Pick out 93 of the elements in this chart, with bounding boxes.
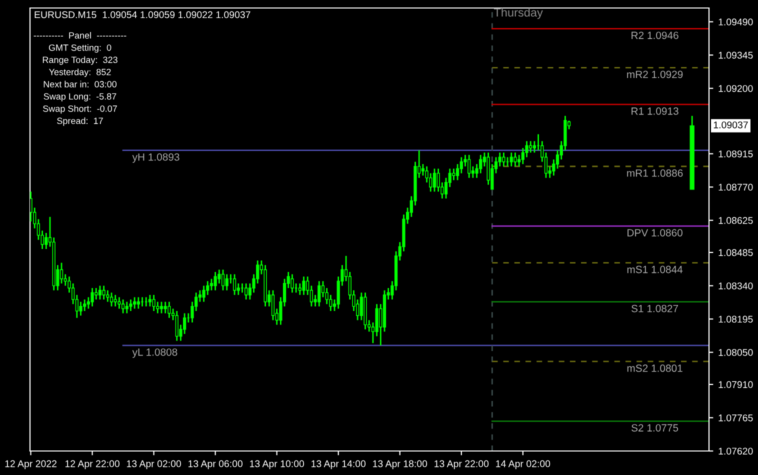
candlestick bbox=[498, 152, 502, 168]
annotation: GMT Setting: 0 bbox=[48, 44, 112, 53]
ref-line-label: S2 1.0775 bbox=[632, 424, 678, 432]
candlestick bbox=[552, 158, 556, 176]
y-tick-label: 1.07765 bbox=[718, 414, 753, 422]
candlestick bbox=[175, 310, 178, 342]
ref-line-label: yL 1.0808 bbox=[132, 348, 178, 358]
candlestick bbox=[318, 280, 321, 308]
candlestick bbox=[129, 298, 132, 312]
candlestick bbox=[486, 152, 490, 186]
ref-line-label: R2 1.0946 bbox=[632, 32, 678, 40]
candlestick bbox=[202, 285, 206, 302]
x-tick-label: 13 Apr 14:00 bbox=[312, 460, 366, 470]
y-tick-label: 1.08625 bbox=[718, 217, 753, 224]
candlestick bbox=[133, 296, 136, 310]
ref-line-label: mR2 1.0929 bbox=[627, 70, 683, 78]
y-tick-label: 1.08340 bbox=[718, 282, 753, 290]
candlestick bbox=[110, 292, 114, 308]
candlestick bbox=[302, 276, 306, 296]
candlestick bbox=[102, 285, 106, 300]
candlestick bbox=[79, 301, 82, 316]
annotation: Yesterday: 852 bbox=[48, 68, 111, 78]
candlestick bbox=[125, 301, 128, 314]
candlestick bbox=[98, 285, 102, 300]
y-tick-label: 1.08915 bbox=[718, 150, 753, 158]
ref-line-label: Thursday bbox=[494, 8, 543, 20]
y-tick-label: 1.09200 bbox=[718, 85, 753, 92]
candlestick bbox=[225, 274, 228, 292]
candlestick bbox=[44, 232, 48, 250]
candlestick bbox=[118, 296, 121, 310]
candlestick bbox=[168, 301, 171, 319]
candlestick bbox=[452, 168, 456, 181]
candlestick bbox=[214, 271, 217, 292]
annotation: ---------- Panel ---------- bbox=[34, 32, 126, 39]
candlestick bbox=[148, 294, 152, 308]
candlestick bbox=[60, 262, 64, 284]
candlestick bbox=[236, 282, 240, 296]
candlestick bbox=[106, 290, 110, 302]
candlestick bbox=[221, 268, 225, 292]
ref-line-label: S1 1.0827 bbox=[632, 304, 678, 312]
y-tick-label: 1.08485 bbox=[718, 249, 753, 256]
annotation: Range Today: 323 bbox=[42, 56, 118, 65]
candlestick bbox=[529, 140, 532, 154]
annotation: Swap Long: -5.87 bbox=[44, 93, 116, 102]
candlestick bbox=[90, 287, 94, 308]
text: 1.09037 bbox=[714, 121, 748, 128]
ref-line-label: mS2 1.0801 bbox=[627, 364, 682, 372]
annotation: Spread: 17 bbox=[57, 117, 103, 126]
candlestick bbox=[298, 282, 302, 296]
candlestick bbox=[360, 292, 363, 321]
candlestick bbox=[244, 282, 248, 300]
x-tick-label: 13 Apr 02:00 bbox=[126, 460, 181, 470]
candlestick bbox=[121, 298, 125, 314]
candlestick bbox=[83, 298, 86, 312]
y-tick-label: 1.08050 bbox=[718, 349, 753, 356]
ref-line-label: DPV 1.0860 bbox=[628, 229, 682, 236]
candlestick bbox=[271, 290, 275, 321]
candlestick bbox=[514, 152, 517, 168]
y-tick-label: 1.09345 bbox=[718, 52, 753, 59]
y-tick-label: 1.07910 bbox=[718, 381, 753, 388]
x-tick-label: 14 Apr 02:00 bbox=[496, 460, 550, 470]
candlestick bbox=[94, 287, 98, 300]
candlestick bbox=[152, 294, 156, 312]
candlestick bbox=[460, 156, 463, 174]
candlestick bbox=[136, 296, 140, 310]
y-tick-label: 1.08770 bbox=[718, 184, 753, 191]
candlestick bbox=[160, 301, 164, 314]
candlestick bbox=[510, 152, 513, 168]
candlestick bbox=[479, 154, 482, 174]
candlestick bbox=[114, 294, 117, 308]
y-tick-label: 1.09490 bbox=[718, 18, 753, 26]
ref-line-label: yH 1.0893 bbox=[132, 153, 180, 163]
x-tick-label: 13 Apr 10:00 bbox=[250, 460, 304, 470]
x-tick-label: 12 Apr 22:00 bbox=[65, 460, 120, 470]
candlestick bbox=[468, 154, 471, 179]
candlestick bbox=[502, 152, 506, 168]
ref-line-label: R1 1.0913 bbox=[632, 107, 678, 115]
x-tick-label: 13 Apr 18:00 bbox=[373, 460, 428, 470]
ref-line-label: mS1 1.0844 bbox=[627, 266, 683, 274]
x-tick-label: 12 Apr 2022 bbox=[5, 460, 56, 470]
candlestick bbox=[232, 274, 236, 296]
ref-line-label: mR1 1.0886 bbox=[627, 169, 683, 177]
x-tick-label: 13 Apr 06:00 bbox=[188, 460, 243, 470]
candlestick bbox=[210, 278, 214, 292]
candlestick bbox=[164, 301, 167, 314]
annotation: Next bar in: 03:00 bbox=[44, 80, 117, 88]
y-tick-label: 1.08195 bbox=[718, 316, 753, 323]
candlestick bbox=[432, 168, 436, 192]
x-tick-label: 13 Apr 22:00 bbox=[434, 460, 489, 470]
chart-title: EURUSD.M15 1.09054 1.09059 1.09022 1.09037 bbox=[34, 11, 250, 18]
y-tick-label: 1.07620 bbox=[718, 448, 753, 455]
candlestick bbox=[290, 274, 294, 294]
annotation: Swap Short: -0.07 bbox=[43, 105, 117, 114]
